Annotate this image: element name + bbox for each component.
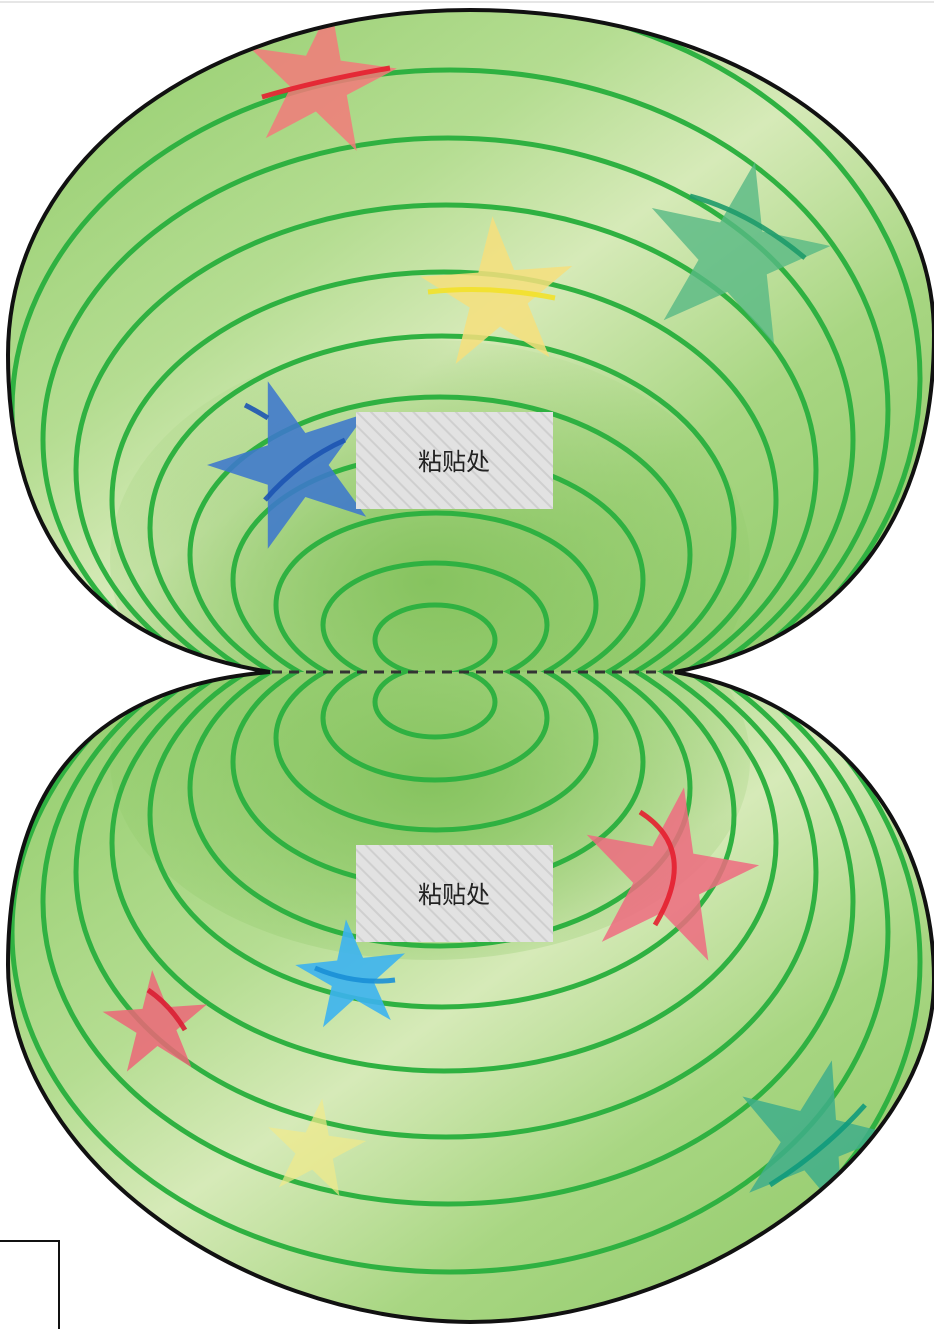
star-icon: [651, 162, 831, 344]
top-contour-9: [40, 135, 856, 672]
paste-area-top-label: 粘贴处: [418, 448, 490, 476]
bottom-contour-8: [73, 672, 819, 1140]
bottom-contour-9: [40, 672, 856, 1207]
top-lobe-outline: [5, 7, 934, 674]
bottom-contour-2: [320, 672, 550, 783]
top-contour-11: [8, 10, 923, 672]
star-icon: [206, 381, 367, 549]
top-contour-8: [73, 202, 819, 672]
paste-area-bottom-box: [356, 845, 553, 942]
top-contour-7: [109, 269, 779, 672]
top-contour-6: [147, 333, 737, 672]
bottom-lobe-center-shade: [110, 672, 750, 960]
bottom-contour-11: [8, 672, 923, 1322]
bottom-lobe-outline: [5, 670, 934, 1325]
bottom-contour-3: [273, 672, 599, 833]
paste-area-bottom: 粘贴处: [356, 845, 553, 942]
bottom-contour-5: [187, 672, 693, 949]
top-contour-2: [320, 560, 550, 672]
paste-area-bottom-label: 粘贴处: [418, 881, 490, 909]
bottom-contour-10: [9, 672, 891, 1275]
top-contour-5: [187, 394, 693, 672]
star-icon: [102, 970, 207, 1072]
star-icon: [268, 1098, 367, 1196]
paste-area-top: 粘贴处: [356, 412, 553, 509]
top-lobe: [5, 7, 934, 674]
star-icon: [295, 919, 405, 1028]
top-contour-3: [273, 510, 599, 672]
bottom-contour-6: [147, 672, 737, 1010]
corner-frame: [0, 1240, 60, 1329]
bottom-contour-7: [109, 672, 779, 1074]
top-contour-1: [372, 602, 498, 672]
bottom-contour-1: [372, 672, 498, 740]
paste-area-top-box: [356, 412, 553, 509]
bottom-lobe: [5, 670, 934, 1325]
star-icon: [249, 10, 397, 151]
